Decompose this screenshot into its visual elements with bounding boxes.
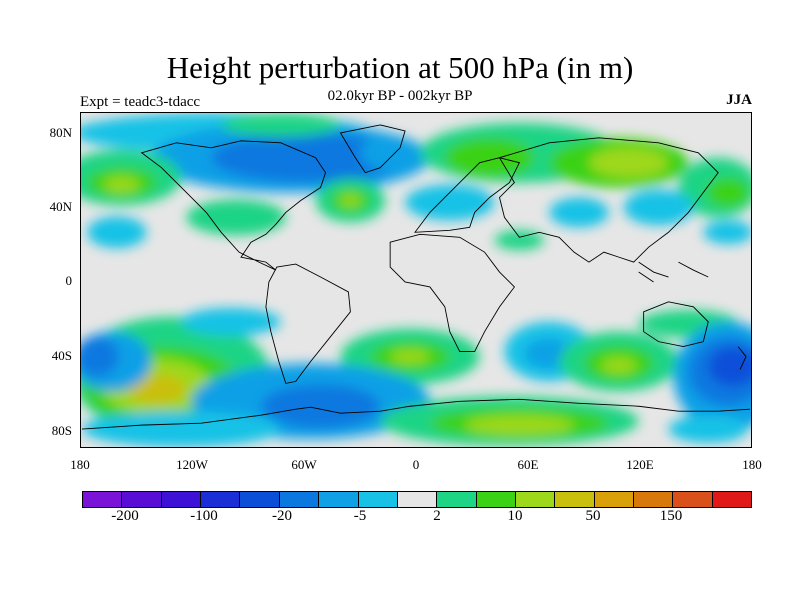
colorbar-swatch bbox=[201, 492, 241, 507]
colorbar-swatch bbox=[673, 492, 713, 507]
contour-blob bbox=[186, 199, 286, 236]
colorbar-swatch bbox=[161, 492, 202, 507]
contour-blob bbox=[81, 336, 119, 377]
colorbar-swatch bbox=[476, 492, 516, 507]
lon-tick-label: 120E bbox=[626, 457, 654, 472]
colorbar-swatch bbox=[634, 492, 674, 507]
contour-blob bbox=[494, 230, 545, 251]
colorbar-label: -200 bbox=[111, 508, 139, 524]
contour-blob bbox=[221, 113, 341, 137]
coastline-africa bbox=[389, 233, 516, 353]
contour-blob bbox=[600, 357, 637, 374]
coastline-new-zealand bbox=[737, 346, 747, 370]
lat-tick-label: 80S bbox=[51, 423, 72, 438]
colorbar-swatch bbox=[358, 492, 398, 507]
coastline-antarctica bbox=[81, 398, 751, 430]
coastline-north-america bbox=[140, 140, 327, 271]
contour-blob bbox=[588, 147, 669, 178]
colorbar-label: 150 bbox=[659, 508, 683, 524]
lat-tick-label: 0 bbox=[65, 273, 73, 288]
colorbar-label: -20 bbox=[272, 508, 292, 524]
coastline-australia bbox=[643, 301, 709, 348]
coastline-asia bbox=[498, 137, 719, 263]
experiment-label: Expt = teadc3-tdacc bbox=[80, 94, 201, 110]
contour-blob bbox=[706, 177, 750, 208]
coastline-south-america bbox=[265, 263, 351, 384]
colorbar-swatch bbox=[397, 492, 438, 507]
lat-tick-label: 80N bbox=[49, 125, 72, 140]
contour-blob bbox=[82, 411, 281, 447]
coastline-islands bbox=[638, 261, 709, 283]
contour-blob bbox=[260, 384, 381, 429]
contour-blob bbox=[103, 176, 140, 193]
lon-tick-label: 60E bbox=[517, 457, 539, 472]
lon-tick-label: 180 bbox=[742, 457, 762, 472]
colorbar-label: 2 bbox=[433, 508, 441, 524]
contour-blob bbox=[623, 189, 694, 226]
contour-blob bbox=[181, 307, 281, 336]
colorbar-swatch bbox=[594, 492, 635, 507]
colorbar-label: -5 bbox=[353, 508, 367, 524]
plot-title: Height perturbation at 500 hPa (in m) bbox=[166, 50, 634, 85]
colorbar bbox=[82, 491, 752, 508]
height-perturbation-map bbox=[81, 113, 751, 447]
coastline-greenland bbox=[339, 124, 406, 174]
colorbar-swatch bbox=[83, 492, 123, 507]
contour-blob bbox=[86, 216, 147, 249]
lat-tick-label: 40S bbox=[51, 348, 72, 363]
contour-blob bbox=[126, 374, 187, 405]
contour-blob bbox=[708, 346, 751, 387]
colorbar-swatch bbox=[122, 492, 162, 507]
lon-tick-label: 60W bbox=[291, 457, 317, 472]
contour-blob bbox=[211, 132, 411, 183]
contour-blob bbox=[390, 349, 430, 364]
plot-subtitle: 02.0kyr BP - 002kyr BP bbox=[327, 88, 473, 104]
colorbar-swatch bbox=[240, 492, 280, 507]
colorbar-label: -100 bbox=[190, 508, 218, 524]
contour-blob bbox=[360, 134, 420, 171]
season-label: JJA bbox=[726, 92, 752, 108]
contour-blob bbox=[703, 220, 751, 245]
colorbar-swatch bbox=[319, 492, 359, 507]
colorbar-swatch bbox=[712, 492, 752, 507]
colorbar-swatch bbox=[279, 492, 320, 507]
lat-tick-label: 40N bbox=[49, 199, 72, 214]
contour-blob bbox=[405, 184, 495, 221]
coastline-europe bbox=[414, 157, 521, 233]
lon-tick-label: 0 bbox=[412, 457, 420, 472]
colorbar-label: 10 bbox=[507, 508, 523, 524]
contour-blob bbox=[340, 194, 361, 207]
map-panel bbox=[80, 112, 752, 448]
lon-tick-label: 120W bbox=[176, 457, 208, 472]
colorbar-swatch bbox=[555, 492, 595, 507]
lon-tick-label: 180 bbox=[70, 457, 90, 472]
contour-blob bbox=[444, 137, 535, 178]
contour-blob bbox=[549, 197, 609, 228]
contour-blob bbox=[464, 415, 575, 436]
colorbar-swatch bbox=[515, 492, 556, 507]
coastlines bbox=[81, 124, 751, 430]
colorbar-label: 50 bbox=[585, 508, 601, 524]
contour-blob bbox=[668, 415, 749, 444]
colorbar-swatch bbox=[437, 492, 477, 507]
